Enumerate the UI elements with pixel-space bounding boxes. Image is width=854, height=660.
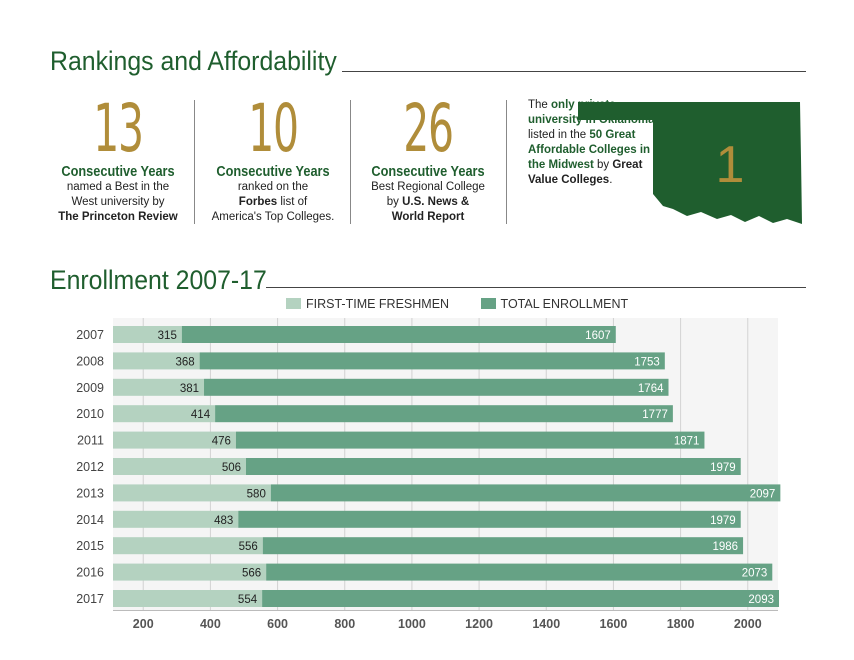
bar-total <box>199 352 665 370</box>
data-label-freshmen: 315 <box>158 330 177 342</box>
data-label-total: 2073 <box>742 568 768 580</box>
bar-freshmen <box>113 405 216 423</box>
data-label-total: 1871 <box>674 436 700 448</box>
divider <box>194 100 195 224</box>
data-label-freshmen: 580 <box>247 488 266 500</box>
legend-swatch-freshmen <box>286 298 301 309</box>
chart-legend: FIRST-TIME FRESHMEN TOTAL ENROLLMENT <box>286 297 628 311</box>
bar-freshmen <box>113 378 205 396</box>
x-tick-label: 1400 <box>532 617 560 631</box>
category-label: 2007 <box>76 328 104 342</box>
enrollment-title: Enrollment 2007-17 <box>50 265 267 295</box>
stat-heading: Consecutive Years <box>61 164 175 180</box>
category-label: 2014 <box>76 513 104 527</box>
data-label-freshmen: 381 <box>180 383 199 395</box>
bar-total <box>246 458 741 475</box>
x-tick-label: 200 <box>133 617 154 631</box>
bar-freshmen <box>113 458 246 475</box>
category-label: 2012 <box>76 460 104 474</box>
category-label: 2016 <box>76 566 104 580</box>
x-tick-label: 1000 <box>398 617 426 631</box>
bar-total <box>238 510 741 528</box>
divider <box>506 100 507 224</box>
x-tick-label: 1800 <box>667 617 695 631</box>
bar-freshmen <box>113 510 239 528</box>
bar-freshmen <box>113 484 271 502</box>
x-tick-label: 2000 <box>734 617 762 631</box>
x-tick-label: 800 <box>334 617 355 631</box>
stat-forbes: 10 Consecutive Years ranked on the Forbe… <box>203 96 343 225</box>
oklahoma-map-number: 1 <box>716 136 745 194</box>
data-label-freshmen: 368 <box>175 356 194 368</box>
data-label-freshmen: 506 <box>222 462 241 474</box>
stat-description: ranked on the Forbes list of America's T… <box>211 181 335 223</box>
data-label-total: 1979 <box>710 462 736 474</box>
legend-item-total: TOTAL ENROLLMENT <box>480 297 628 311</box>
data-label-total: 1979 <box>710 515 736 527</box>
stat-number: 26 <box>403 90 454 167</box>
oklahoma-map-icon: 1 <box>578 102 802 224</box>
category-label: 2011 <box>77 434 104 448</box>
x-tick-label: 1600 <box>600 617 628 631</box>
bar-freshmen <box>113 352 200 370</box>
data-label-total: 2097 <box>750 488 776 500</box>
data-label-total: 1753 <box>634 356 660 368</box>
data-label-total: 1764 <box>638 383 664 395</box>
category-label: 2013 <box>76 486 104 500</box>
stat-description: named a Best in the West university by T… <box>58 181 178 223</box>
bar-total <box>270 484 781 502</box>
data-label-total: 1986 <box>712 541 738 553</box>
category-label: 2017 <box>76 592 104 606</box>
bar-freshmen <box>113 537 263 555</box>
divider <box>350 100 351 224</box>
x-tick-label: 400 <box>200 617 221 631</box>
legend-item-freshmen: FIRST-TIME FRESHMEN <box>286 297 449 311</box>
data-label-freshmen: 476 <box>212 436 231 448</box>
rankings-title: Rankings and Affordability <box>50 46 337 76</box>
data-label-freshmen: 554 <box>238 594 258 606</box>
bar-total <box>204 378 669 396</box>
stat-heading: Consecutive Years <box>371 164 485 180</box>
bar-total <box>181 326 616 343</box>
bar-total <box>235 431 705 449</box>
bar-freshmen <box>113 431 236 449</box>
category-label: 2015 <box>76 539 104 553</box>
x-tick-label: 1200 <box>465 617 493 631</box>
data-label-total: 1777 <box>642 409 668 421</box>
category-label: 2008 <box>76 354 104 368</box>
stat-number: 10 <box>248 90 299 167</box>
bar-freshmen <box>113 563 267 581</box>
data-label-freshmen: 414 <box>191 409 211 421</box>
data-label-freshmen: 556 <box>239 541 258 553</box>
rankings-title-rule <box>342 71 806 72</box>
stat-heading: Consecutive Years <box>216 164 330 180</box>
x-tick-label: 600 <box>267 617 288 631</box>
stat-description: Best Regional College by U.S. News & Wor… <box>371 181 485 223</box>
legend-swatch-total <box>480 298 496 309</box>
data-label-freshmen: 566 <box>242 568 261 580</box>
bar-total <box>262 537 744 555</box>
stat-usnews: 26 Consecutive Years Best Regional Colle… <box>358 96 498 225</box>
bar-total <box>266 563 773 581</box>
data-label-freshmen: 483 <box>214 515 233 527</box>
data-label-total: 1607 <box>585 330 611 342</box>
bar-freshmen <box>113 590 263 607</box>
bar-total <box>262 590 780 607</box>
enrollment-title-rule <box>266 287 806 288</box>
category-label: 2009 <box>76 381 104 395</box>
category-label: 2010 <box>76 407 104 421</box>
stat-princeton: 13 Consecutive Years named a Best in the… <box>48 96 188 225</box>
bar-total <box>215 405 673 423</box>
stat-number: 13 <box>93 90 144 167</box>
data-label-total: 2093 <box>748 594 774 606</box>
bar-freshmen <box>113 326 182 343</box>
